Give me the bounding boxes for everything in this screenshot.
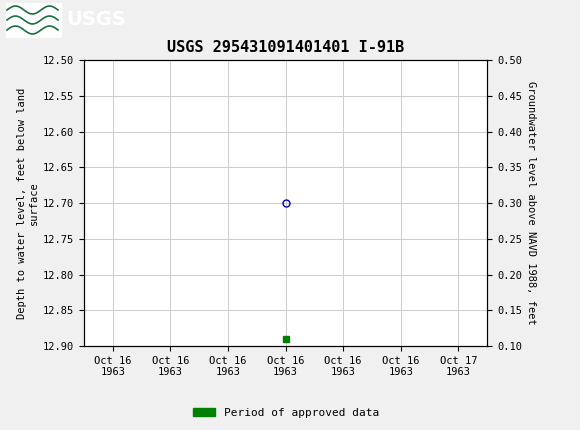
Legend: Period of approved data: Period of approved data (188, 403, 383, 422)
Text: USGS: USGS (67, 10, 126, 30)
Text: USGS 295431091401401 I-91B: USGS 295431091401401 I-91B (167, 40, 405, 55)
Y-axis label: Groundwater level above NAVD 1988, feet: Groundwater level above NAVD 1988, feet (526, 81, 536, 325)
Bar (6, 3, 61, 37)
Y-axis label: Depth to water level, feet below land
surface: Depth to water level, feet below land su… (17, 88, 39, 319)
